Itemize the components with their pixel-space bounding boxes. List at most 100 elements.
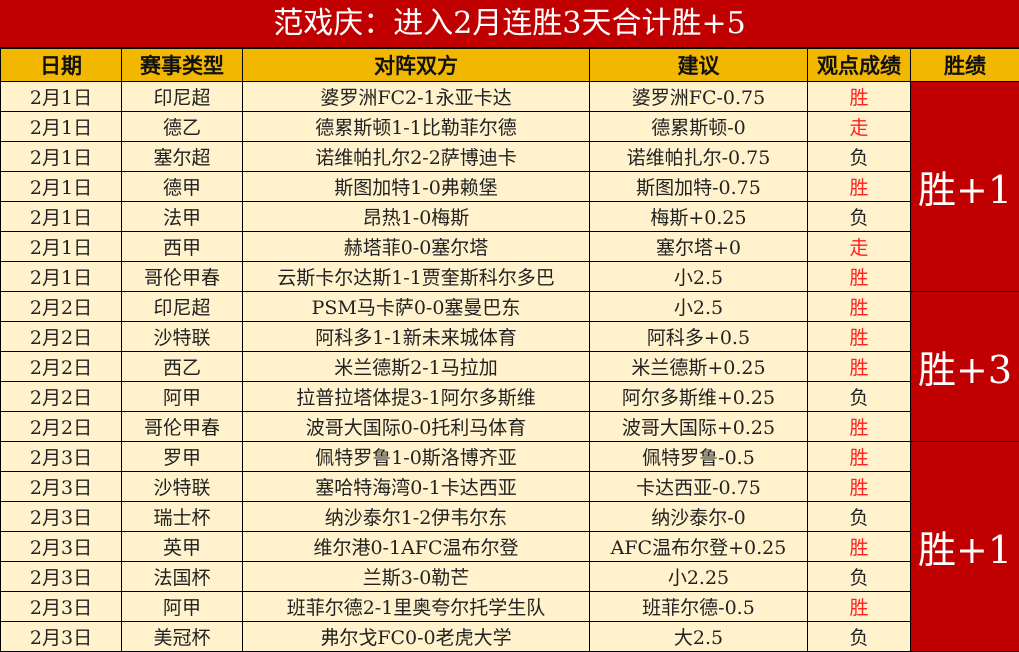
- table-row: 2月3日 阿甲 班菲尔德2-1里奥夸尔托学生队 班菲尔德-0.5 胜: [0, 591, 1019, 622]
- cell-date: 2月1日: [0, 81, 122, 112]
- cell-match: 兰斯3-0勒芒: [242, 561, 590, 592]
- cell-league: 阿甲: [121, 591, 243, 622]
- cell-result: 胜: [807, 351, 911, 382]
- cell-match: 德累斯顿1-1比勒菲尔德: [242, 111, 590, 142]
- cell-league: 英甲: [121, 531, 243, 562]
- cell-date: 2月3日: [0, 471, 122, 502]
- cell-league: 印尼超: [121, 291, 243, 322]
- page-title: 范戏庆：进入2月连胜3天合计胜+5: [0, 0, 1019, 48]
- table-row: 2月1日 德乙 德累斯顿1-1比勒菲尔德 德累斯顿-0 走: [0, 111, 1019, 142]
- cell-match: 阿科多1-1新未来城体育: [242, 321, 590, 352]
- cell-result: 胜: [807, 471, 911, 502]
- cell-tip: 小2.5: [589, 291, 808, 322]
- cell-date: 2月1日: [0, 261, 122, 292]
- cell-date: 2月3日: [0, 561, 122, 592]
- summary-cell: 胜+3: [910, 291, 1019, 442]
- cell-tip: 阿科多+0.5: [589, 321, 808, 352]
- cell-date: 2月3日: [0, 531, 122, 562]
- cell-date: 2月2日: [0, 381, 122, 412]
- cell-result: 胜: [807, 531, 911, 562]
- cell-date: 2月3日: [0, 441, 122, 472]
- cell-tip: 阿尔多斯维+0.25: [589, 381, 808, 412]
- cell-tip: 婆罗洲FC-0.75: [589, 81, 808, 112]
- cell-date: 2月1日: [0, 111, 122, 142]
- cell-match: 佩特罗鲁1-0斯洛博齐亚: [242, 441, 590, 472]
- cell-tip: 小2.25: [589, 561, 808, 592]
- cell-tip: 德累斯顿-0: [589, 111, 808, 142]
- cell-league: 哥伦甲春: [121, 261, 243, 292]
- cell-match: 波哥大国际0-0托利马体育: [242, 411, 590, 442]
- cell-date: 2月2日: [0, 411, 122, 442]
- table-row: 2月1日 法甲 昂热1-0梅斯 梅斯+0.25 负: [0, 201, 1019, 232]
- table-row: 2月1日 德甲 斯图加特1-0弗赖堡 斯图加特-0.75 胜: [0, 171, 1019, 202]
- cell-result: 负: [807, 501, 911, 532]
- cell-match: 纳沙泰尔1-2伊韦尔东: [242, 501, 590, 532]
- table-row: 2月3日 罗甲 佩特罗鲁1-0斯洛博齐亚 佩特罗鲁-0.5 胜胜+1: [0, 441, 1019, 652]
- cell-date: 2月2日: [0, 351, 122, 382]
- header-summary: 胜绩: [910, 48, 1019, 82]
- cell-match: 斯图加特1-0弗赖堡: [242, 171, 590, 202]
- cell-league: 沙特联: [121, 471, 243, 502]
- cell-league: 印尼超: [121, 81, 243, 112]
- table-row: 2月1日 哥伦甲春 云斯卡尔达斯1-1贾奎斯科尔多巴 小2.5 胜: [0, 261, 1019, 292]
- cell-match: 维尔港0-1AFC温布尔登: [242, 531, 590, 562]
- table-row: 2月3日 美冠杯 弗尔戈FC0-0老虎大学 大2.5 负: [0, 621, 1019, 652]
- cell-result: 胜: [807, 441, 911, 472]
- table-row: 2月1日 西甲 赫塔菲0-0塞尔塔 塞尔塔+0 走: [0, 231, 1019, 262]
- results-table: 日期 赛事类型 对阵双方 建议 观点成绩 胜绩 2月1日 印尼超 婆罗洲FC2-1永亚卡达 婆罗…: [0, 48, 1019, 652]
- cell-result: 胜: [807, 321, 911, 352]
- summary-cell: 胜+1: [910, 441, 1019, 652]
- cell-league: 瑞士杯: [121, 501, 243, 532]
- cell-date: 2月3日: [0, 621, 122, 652]
- table-row: 2月3日 法国杯 兰斯3-0勒芒 小2.25 负: [0, 561, 1019, 592]
- cell-match: 米兰德斯2-1马拉加: [242, 351, 590, 382]
- cell-result: 胜: [807, 411, 911, 442]
- cell-tip: 班菲尔德-0.5: [589, 591, 808, 622]
- cell-result: 胜: [807, 291, 911, 322]
- header-row: 日期 赛事类型 对阵双方 建议 观点成绩 胜绩: [0, 48, 1019, 82]
- cell-date: 2月1日: [0, 141, 122, 172]
- cell-result: 胜: [807, 261, 911, 292]
- cell-match: 弗尔戈FC0-0老虎大学: [242, 621, 590, 652]
- cell-match: 班菲尔德2-1里奥夸尔托学生队: [242, 591, 590, 622]
- cell-match: 云斯卡尔达斯1-1贾奎斯科尔多巴: [242, 261, 590, 292]
- table-row: 2月2日 沙特联 阿科多1-1新未来城体育 阿科多+0.5 胜: [0, 321, 1019, 352]
- cell-result: 胜: [807, 591, 911, 622]
- header-result: 观点成绩: [807, 48, 911, 82]
- header-date: 日期: [0, 48, 122, 82]
- cell-match: 拉普拉塔体提3-1阿尔多斯维: [242, 381, 590, 412]
- cell-match: PSM马卡萨0-0塞曼巴东: [242, 291, 590, 322]
- cell-tip: 波哥大国际+0.25: [589, 411, 808, 442]
- cell-match: 昂热1-0梅斯: [242, 201, 590, 232]
- cell-date: 2月2日: [0, 321, 122, 352]
- table-row: 2月2日 阿甲 拉普拉塔体提3-1阿尔多斯维 阿尔多斯维+0.25 负: [0, 381, 1019, 412]
- cell-league: 沙特联: [121, 321, 243, 352]
- cell-league: 西乙: [121, 351, 243, 382]
- cell-result: 走: [807, 231, 911, 262]
- cell-tip: 卡达西亚-0.75: [589, 471, 808, 502]
- cell-date: 2月2日: [0, 291, 122, 322]
- cell-tip: 小2.5: [589, 261, 808, 292]
- cell-date: 2月3日: [0, 501, 122, 532]
- cell-result: 胜: [807, 171, 911, 202]
- cell-tip: AFC温布尔登+0.25: [589, 531, 808, 562]
- cell-result: 走: [807, 111, 911, 142]
- cell-league: 法甲: [121, 201, 243, 232]
- cell-league: 法国杯: [121, 561, 243, 592]
- header-tip: 建议: [589, 48, 808, 82]
- cell-date: 2月1日: [0, 201, 122, 232]
- cell-date: 2月1日: [0, 231, 122, 262]
- cell-match: 赫塔菲0-0塞尔塔: [242, 231, 590, 262]
- table-row: 2月2日 印尼超 PSM马卡萨0-0塞曼巴东 小2.5 胜胜+3: [0, 291, 1019, 442]
- cell-league: 塞尔超: [121, 141, 243, 172]
- table-row: 2月1日 印尼超 婆罗洲FC2-1永亚卡达 婆罗洲FC-0.75 胜胜+1: [0, 81, 1019, 292]
- cell-tip: 斯图加特-0.75: [589, 171, 808, 202]
- table-row: 2月2日 西乙 米兰德斯2-1马拉加 米兰德斯+0.25 胜: [0, 351, 1019, 382]
- cell-tip: 塞尔塔+0: [589, 231, 808, 262]
- cell-result: 负: [807, 561, 911, 592]
- table-row: 2月1日 塞尔超 诺维帕扎尔2-2萨博迪卡 诺维帕扎尔-0.75 负: [0, 141, 1019, 172]
- cell-date: 2月1日: [0, 171, 122, 202]
- cell-tip: 梅斯+0.25: [589, 201, 808, 232]
- cell-league: 西甲: [121, 231, 243, 262]
- cell-league: 德甲: [121, 171, 243, 202]
